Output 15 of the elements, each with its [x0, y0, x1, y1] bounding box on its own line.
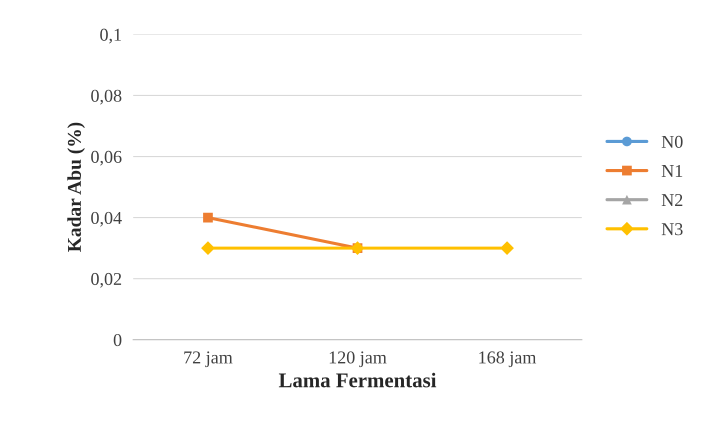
y-axis-title: Kadar Abu (%)	[67, 122, 85, 252]
legend-label: N0	[662, 136, 683, 148]
x-axis-title: Lama Fermentasi	[278, 372, 436, 388]
y-tick-label: 0	[114, 334, 122, 346]
x-tick-label: 72 jam	[184, 351, 233, 368]
x-tick-label: 168 jam	[479, 351, 536, 368]
x-tick-label: 120 jam	[330, 351, 387, 368]
legend-label: N3	[662, 223, 683, 236]
y-tick-label: 0,08	[91, 90, 122, 104]
y-tick-label: 0,06	[91, 150, 122, 166]
y-tick-label: 0,02	[91, 272, 122, 288]
legend-label: N2	[662, 194, 682, 206]
legend-label: N1	[662, 164, 682, 177]
y-tick-label: 0,1	[100, 28, 121, 44]
y-tick-label: 0,04	[91, 212, 122, 227]
